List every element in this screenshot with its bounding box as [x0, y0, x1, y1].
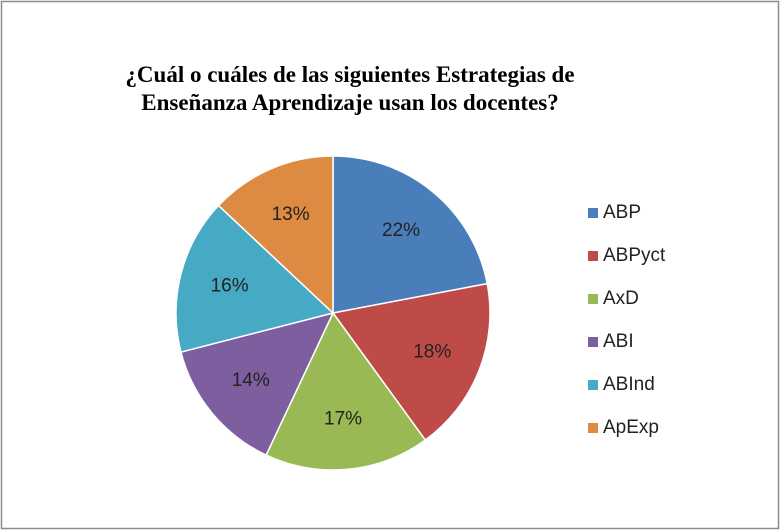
legend-label: ApExp: [603, 417, 659, 438]
data-label: 14%: [232, 370, 270, 391]
legend-label: ABInd: [603, 374, 655, 395]
legend-swatch: [588, 251, 598, 261]
legend-swatch: [588, 380, 598, 390]
pie-slice: [217, 155, 334, 315]
pie-slice: [332, 155, 489, 314]
pie-slice: [331, 282, 491, 442]
legend-swatch: [588, 423, 598, 433]
data-label: 22%: [382, 220, 420, 241]
legend-label: AxD: [603, 288, 639, 309]
chart-title: ¿Cuál o cuáles de las siguientes Estrate…: [125, 62, 574, 87]
legend-label: ABPyct: [603, 245, 666, 266]
data-label: 18%: [413, 341, 451, 362]
legend-swatch: [588, 208, 598, 218]
data-label: 16%: [211, 275, 249, 296]
pie-slice: [180, 311, 335, 457]
chart-title: Enseñanza Aprendizaje usan los docentes?: [141, 90, 558, 115]
pie-slice: [265, 311, 427, 471]
pie-slice: [175, 204, 335, 353]
data-label: 17%: [324, 408, 362, 429]
legend-label: ABI: [603, 331, 634, 352]
legend-swatch: [588, 337, 598, 347]
data-label: 13%: [272, 204, 310, 225]
legend-label: ABP: [603, 202, 641, 223]
legend-swatch: [588, 294, 598, 304]
